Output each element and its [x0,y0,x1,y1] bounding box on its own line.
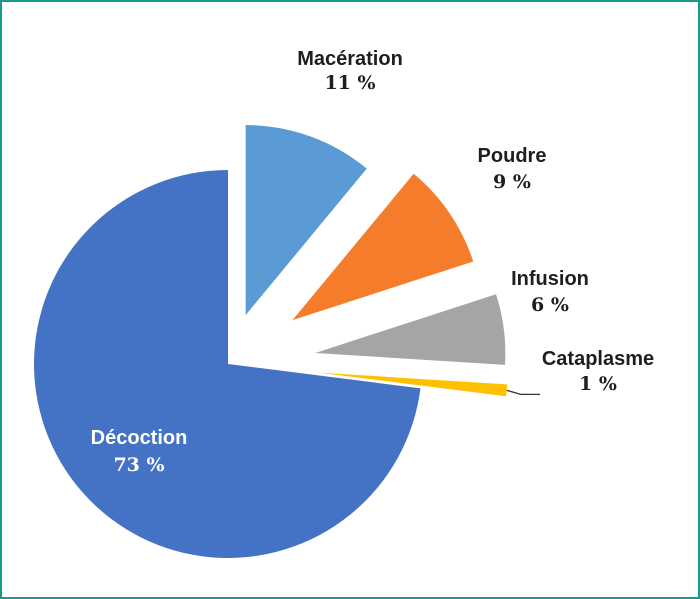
pie-slice-maceration [245,125,367,316]
pie-slice-cataplasme [317,372,508,397]
slice-value-decoction: 73 % [113,454,164,476]
slice-label-maceration: Macération [297,48,403,70]
slice-value-infusion: 6 % [531,294,569,316]
slice-value-cataplasme: 1 % [579,373,617,395]
slice-label-cataplasme: Cataplasme [542,348,654,370]
leader-line-cataplasme [506,389,540,396]
slice-label-poudre: Poudre [478,145,547,167]
slice-label-infusion: Infusion [511,268,589,290]
slice-value-maceration: 11 % [324,72,375,94]
slice-label-decoction: Décoction [91,427,188,449]
pie-slice-poudre [292,173,474,321]
pie-slice-infusion [315,294,506,365]
pie-slice-decoction [33,170,421,559]
slice-value-poudre: 9 % [493,171,531,193]
